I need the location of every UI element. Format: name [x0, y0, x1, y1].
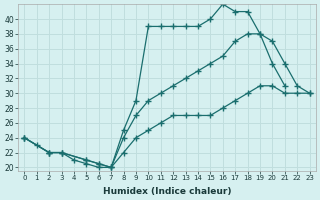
X-axis label: Humidex (Indice chaleur): Humidex (Indice chaleur): [103, 187, 231, 196]
